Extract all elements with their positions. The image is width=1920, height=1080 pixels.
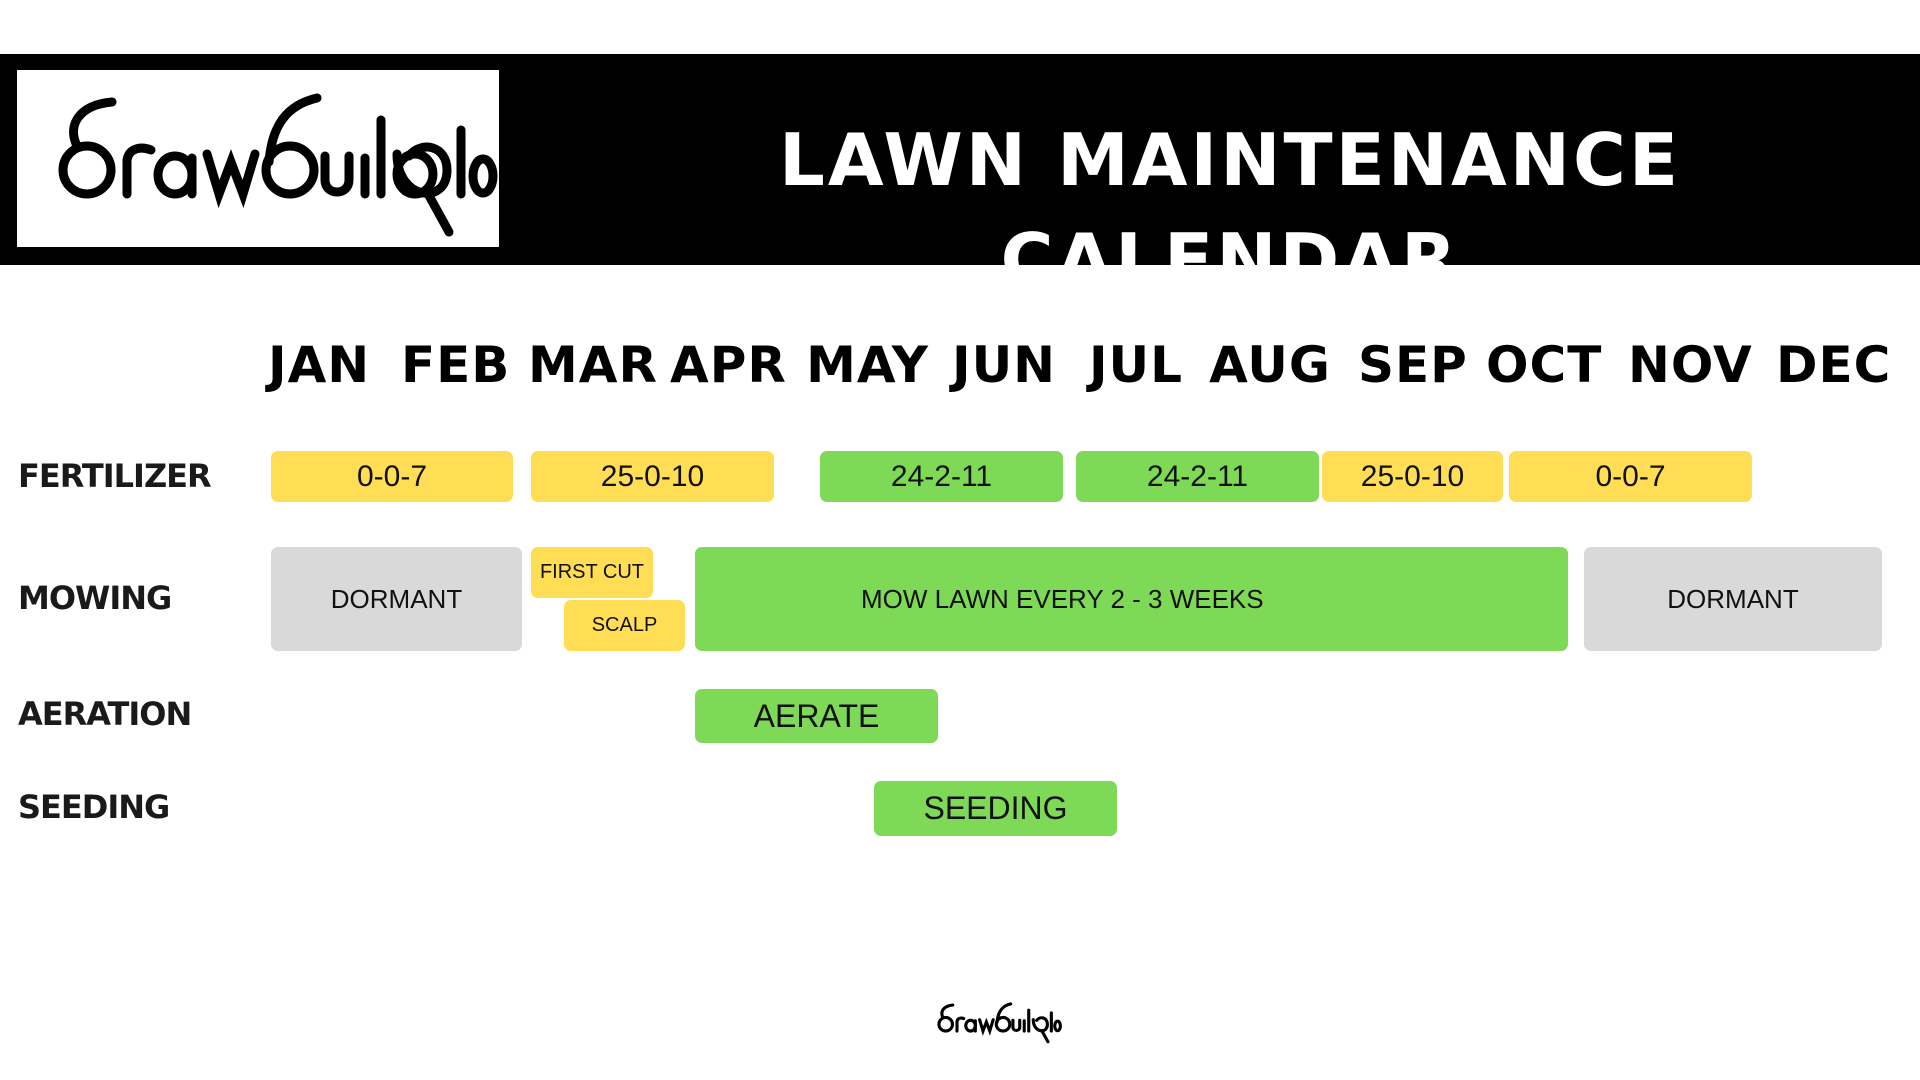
mowing-bar-first-cut: FIRST CUT (531, 547, 653, 598)
mowing-bar-dormant-late: DORMANT (1584, 547, 1882, 651)
aeration-bar-aerate: AERATE (695, 689, 938, 743)
seeding-bar-seeding: SEEDING (874, 781, 1117, 836)
month-oct: OCT (1486, 336, 1603, 394)
month-aug: AUG (1209, 336, 1331, 394)
fertilizer-bar-24-2-11-jul: 24-2-11 (1076, 451, 1319, 502)
month-dec: DEC (1776, 336, 1892, 394)
fertilizer-bar-24-2-11-may: 24-2-11 (820, 451, 1063, 502)
month-may: MAY (806, 336, 929, 394)
month-mar: MAR (528, 336, 658, 394)
month-jun: JUN (951, 336, 1057, 394)
mowing-bar-dormant-winter: DORMANT (271, 547, 522, 651)
logo (17, 70, 499, 247)
row-label-seeding: SEEDING (18, 788, 170, 826)
page-title: LAWN MAINTENANCE CALENDAR (778, 118, 1682, 302)
mowing-bar-mow-lawn: MOW LAWN EVERY 2 - 3 WEEKS (695, 547, 1568, 651)
fertilizer-bar-25-0-10-spring: 25-0-10 (531, 451, 774, 502)
row-label-mowing: MOWING (18, 579, 172, 617)
fertilizer-bar-0-0-7-late: 0-0-7 (1509, 451, 1752, 502)
fertilizer-bar-25-0-10-fall: 25-0-10 (1322, 451, 1503, 502)
month-jul: JUL (1088, 336, 1184, 394)
drawbuildplay-footer-logo-icon (937, 1002, 1062, 1044)
month-nov: NOV (1628, 336, 1753, 394)
month-jan: JAN (268, 336, 371, 394)
footer-logo (924, 996, 1064, 1051)
month-sep: SEP (1358, 336, 1468, 394)
month-feb: FEB (401, 336, 511, 394)
month-apr: APR (670, 336, 787, 394)
row-label-aeration: AERATION (18, 695, 192, 733)
drawbuildplay-logo-icon (58, 93, 498, 237)
row-label-fertilizer: FERTILIZER (18, 457, 212, 495)
mowing-bar-scalp: SCALP (564, 600, 685, 651)
fertilizer-bar-0-0-7-early: 0-0-7 (271, 451, 513, 502)
